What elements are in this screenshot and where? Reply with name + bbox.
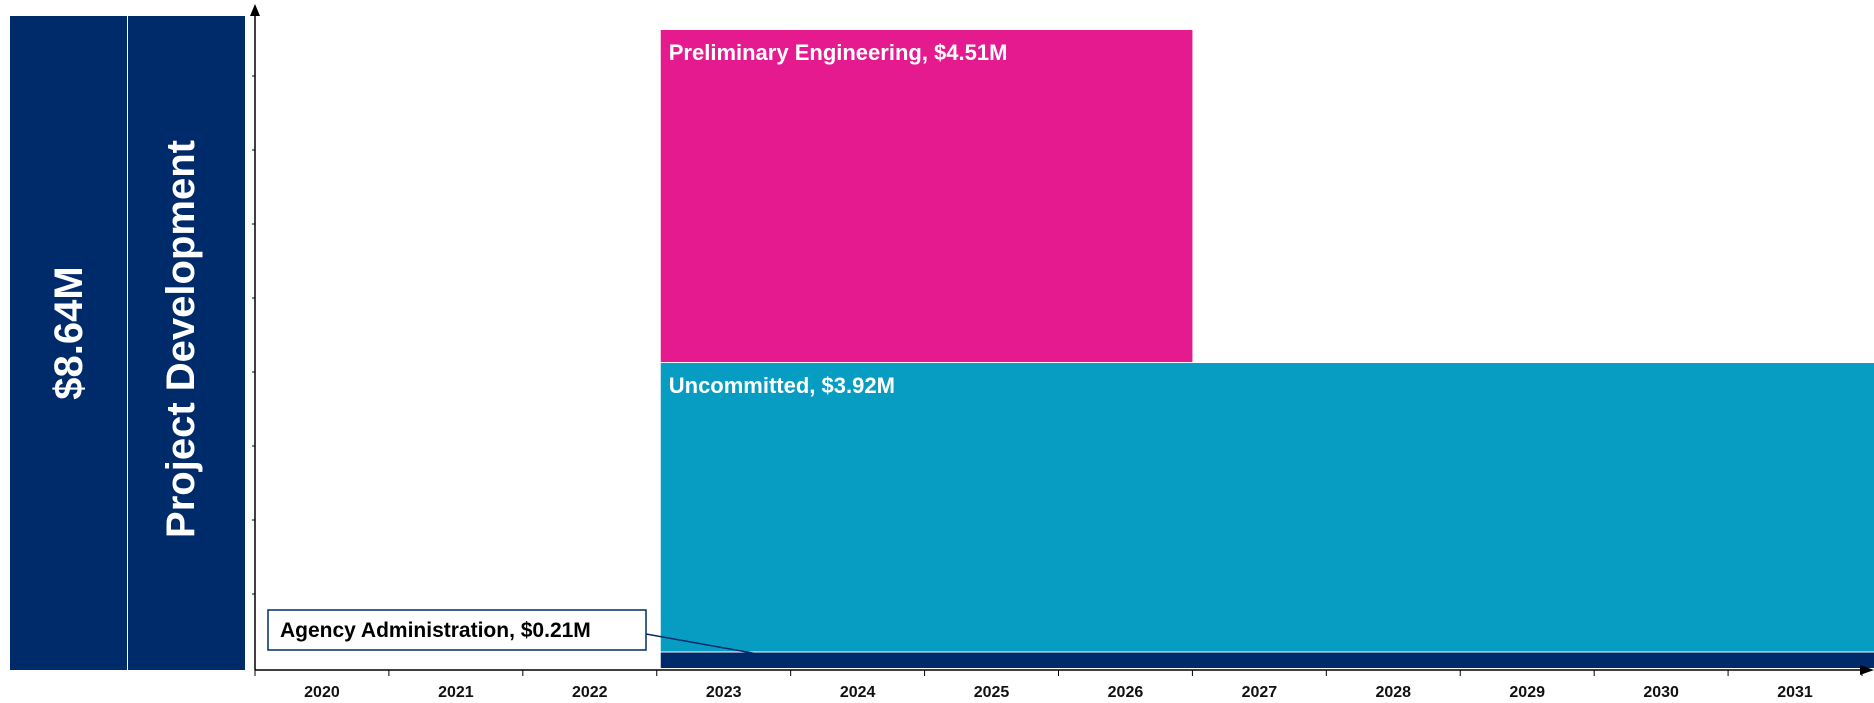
x-tick-label: 2026 bbox=[1108, 684, 1144, 701]
bar-preliminary-engineering bbox=[660, 30, 1193, 363]
x-tick-label: 2028 bbox=[1375, 684, 1411, 701]
x-axis-arrow bbox=[1860, 665, 1874, 675]
x-tick-label: 2021 bbox=[438, 684, 474, 701]
x-tick-label: 2031 bbox=[1777, 684, 1813, 701]
callouts-layer: Agency Administration, $0.21M bbox=[267, 609, 761, 656]
bar-label: Uncommitted, $3.92M bbox=[669, 373, 895, 398]
bar-agency-administration bbox=[660, 652, 1874, 668]
bar-uncommitted bbox=[660, 363, 1874, 652]
x-tick-label: 2025 bbox=[974, 684, 1010, 701]
callout-leader-line bbox=[645, 633, 761, 656]
side-panel: $8.64M Project Development bbox=[10, 16, 245, 670]
category-panel bbox=[128, 16, 245, 670]
callout-box bbox=[267, 609, 647, 651]
bars-layer: Uncommitted, $3.92M Preliminary Engineeri… bbox=[660, 30, 1874, 668]
axes-layer: 2020 2021 2022 2023 2024 2025 2026 2027 2028 2029… bbox=[250, 4, 1874, 701]
x-tick-label: 2020 bbox=[304, 684, 340, 701]
x-tick-label: 2022 bbox=[572, 684, 608, 701]
x-tick-label: 2029 bbox=[1509, 684, 1545, 701]
total-value-label: $8.64M bbox=[47, 266, 91, 399]
callout-label: Agency Administration, $0.21M bbox=[280, 619, 591, 642]
x-tick-label: 2027 bbox=[1242, 684, 1278, 701]
bar-label: Preliminary Engineering, $4.51M bbox=[669, 40, 1008, 65]
total-panel bbox=[10, 16, 127, 670]
x-tick-label: 2024 bbox=[840, 684, 876, 701]
category-label: Project Development bbox=[159, 140, 203, 538]
x-tick-label: 2023 bbox=[706, 684, 742, 701]
x-tick-label: 2030 bbox=[1643, 684, 1679, 701]
y-axis-arrow bbox=[250, 4, 260, 16]
